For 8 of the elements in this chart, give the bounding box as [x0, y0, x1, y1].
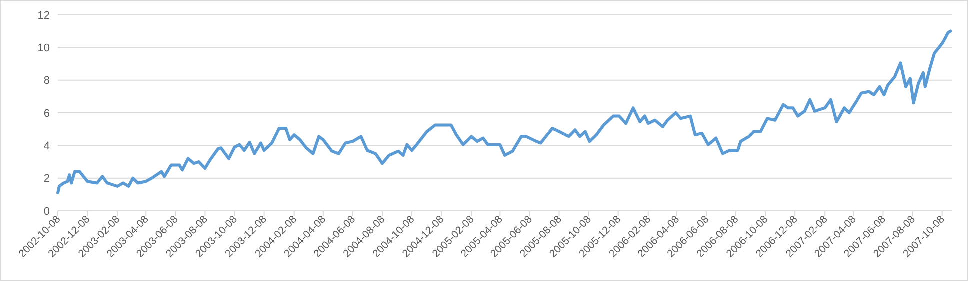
- line-series: [56, 30, 952, 195]
- y-tick-label: 2: [44, 173, 50, 186]
- y-tick-label: 4: [44, 140, 50, 153]
- y-tick-label: 12: [38, 10, 50, 22]
- y-tick-label: 8: [44, 75, 50, 88]
- y-tick-label: 6: [44, 108, 50, 120]
- y-tick-label: 0: [44, 206, 50, 218]
- y-tick-label: 10: [38, 42, 50, 55]
